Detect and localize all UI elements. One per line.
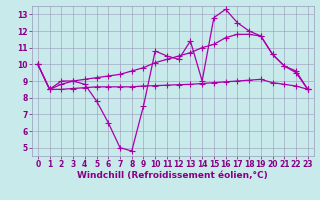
X-axis label: Windchill (Refroidissement éolien,°C): Windchill (Refroidissement éolien,°C) [77, 171, 268, 180]
